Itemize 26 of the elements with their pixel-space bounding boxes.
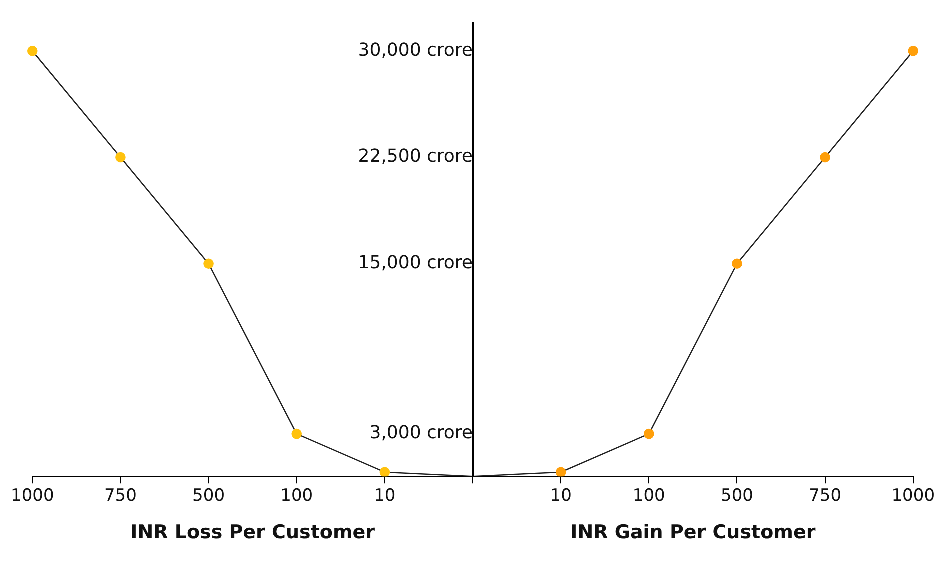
x-tick-label: 10 [550,486,572,506]
x-tick-label: 500 [192,486,226,506]
y-tick-label: 15,000 crore [358,252,473,274]
x-tick-label: 500 [720,486,754,506]
text: INR Gain Per Customer [570,522,816,544]
x-tick-label: 750 [809,486,842,506]
x-tick-label: 100 [280,486,314,506]
point [116,152,126,163]
text: INR Loss Per Customer [130,522,376,544]
point [908,46,919,56]
x-tick-label: 100 [632,486,666,506]
y-tick-label: 3,000 crore [370,422,473,444]
x-tick-label: 10 [374,486,396,506]
point [292,428,302,440]
point [644,428,654,440]
x-tick-label: 1000 [892,486,935,506]
point [380,467,390,477]
point [27,46,38,56]
point [820,152,830,163]
y-tick-label: 22,500 crore [358,146,473,168]
point [732,258,742,270]
point [556,467,566,477]
point [204,258,214,270]
y-tick-label: 30,000 crore [358,40,473,61]
x-tick-label: 1000 [11,486,54,506]
x-tick-label: 750 [104,486,137,506]
